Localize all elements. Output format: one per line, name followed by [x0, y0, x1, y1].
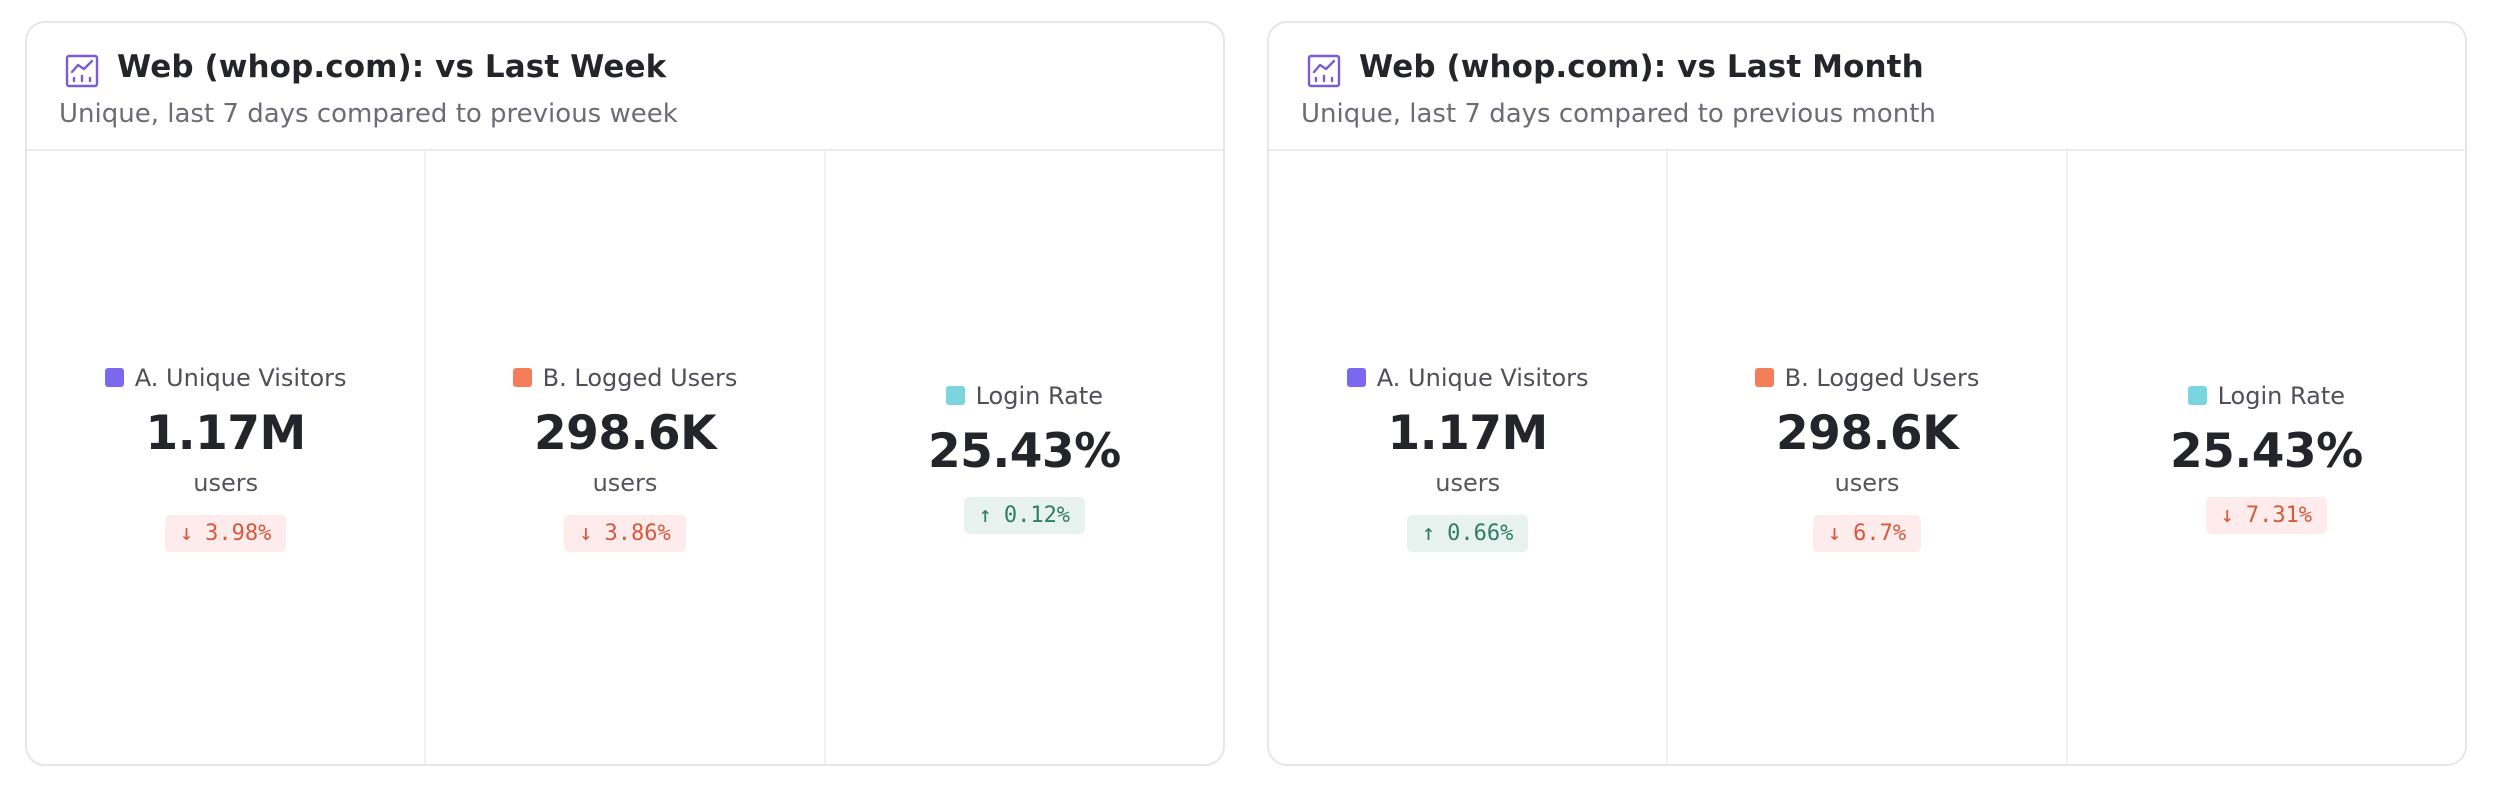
metric-label: B. Logged Users — [1784, 363, 1980, 392]
card-header: Web (whop.com): vs Last Month Unique, la… — [1269, 23, 2465, 151]
metric-unit: users — [1834, 468, 1900, 497]
card-title[interactable]: Web (whop.com): vs Last Month — [1359, 49, 1924, 85]
change-badge: ↑ 0.66% — [1406, 514, 1529, 552]
metric-legend: B. Logged Users — [512, 363, 738, 392]
line-chart-icon — [1307, 54, 1341, 88]
metric-unit: users — [592, 468, 658, 497]
change-badge: ↓ 3.98% — [164, 514, 287, 552]
metric-value: 1.17M — [1387, 405, 1549, 461]
change-value: 3.86% — [604, 520, 671, 546]
metric-label: Login Rate — [975, 381, 1104, 410]
arrow-up-icon: ↑ — [978, 502, 992, 528]
card-title[interactable]: Web (whop.com): vs Last Week — [117, 49, 667, 85]
metric-unit: users — [1435, 468, 1501, 497]
series-swatch — [512, 368, 532, 387]
metric-label: B. Logged Users — [542, 363, 738, 392]
change-value: 7.31% — [2245, 502, 2313, 528]
change-value: 0.12% — [1003, 502, 1071, 528]
metric-legend: A. Unique Visitors — [104, 363, 347, 392]
metric-value: 298.6K — [1775, 405, 1959, 461]
metric-value: 25.43% — [2169, 423, 2363, 479]
change-value: 0.66% — [1447, 520, 1514, 546]
metric-label: Login Rate — [2217, 381, 2346, 410]
metric-legend: Login Rate — [2187, 381, 2346, 410]
line-chart-icon — [65, 54, 99, 88]
change-value: 3.98% — [205, 520, 272, 546]
change-badge: ↓ 6.7% — [1812, 514, 1922, 552]
change-badge: ↑ 0.12% — [963, 496, 1086, 534]
card-subtitle: Unique, last 7 days compared to previous… — [59, 99, 678, 129]
arrow-down-icon: ↓ — [579, 520, 593, 546]
metric-unit: users — [193, 468, 259, 497]
metric-unique-visitors[interactable]: A. Unique Visitors 1.17M users ↑ 0.66% — [1269, 151, 1669, 764]
change-badge: ↓ 3.86% — [564, 514, 686, 552]
metric-legend: A. Unique Visitors — [1346, 363, 1589, 392]
change-value: 6.7% — [1853, 520, 1907, 546]
arrow-down-icon: ↓ — [179, 520, 194, 546]
series-swatch — [1754, 368, 1774, 387]
metric-value: 298.6K — [533, 405, 717, 461]
metric-value: 25.43% — [927, 423, 1121, 479]
series-swatch — [2187, 386, 2207, 405]
metric-value: 1.17M — [145, 405, 307, 461]
report-card-vs-last-week[interactable]: Web (whop.com): vs Last Week Unique, las… — [25, 21, 1225, 766]
metric-label: A. Unique Visitors — [1376, 363, 1589, 392]
series-swatch — [945, 386, 965, 405]
report-card-vs-last-month[interactable]: Web (whop.com): vs Last Month Unique, la… — [1267, 21, 2467, 766]
metric-legend: Login Rate — [945, 381, 1104, 410]
card-header: Web (whop.com): vs Last Week Unique, las… — [27, 23, 1223, 151]
arrow-down-icon: ↓ — [1827, 520, 1842, 546]
metric-logged-users[interactable]: B. Logged Users 298.6K users ↓ 6.7% — [1668, 151, 2068, 764]
metric-label: A. Unique Visitors — [134, 363, 347, 392]
metrics-row: A. Unique Visitors 1.17M users ↑ 0.66% B… — [1269, 151, 2465, 764]
series-swatch — [104, 368, 124, 387]
metric-unique-visitors[interactable]: A. Unique Visitors 1.17M users ↓ 3.98% — [27, 151, 427, 764]
arrow-down-icon: ↓ — [2220, 502, 2234, 528]
metric-legend: B. Logged Users — [1754, 363, 1980, 392]
series-swatch — [1346, 368, 1366, 387]
metric-login-rate[interactable]: Login Rate 25.43% ↓ 7.31% — [2068, 151, 2465, 764]
metric-login-rate[interactable]: Login Rate 25.43% ↑ 0.12% — [826, 151, 1223, 764]
card-subtitle: Unique, last 7 days compared to previous… — [1301, 99, 1936, 129]
metrics-row: A. Unique Visitors 1.17M users ↓ 3.98% B… — [27, 151, 1223, 764]
metric-logged-users[interactable]: B. Logged Users 298.6K users ↓ 3.86% — [426, 151, 826, 764]
change-badge: ↓ 7.31% — [2205, 496, 2328, 534]
arrow-up-icon: ↑ — [1421, 520, 1436, 546]
